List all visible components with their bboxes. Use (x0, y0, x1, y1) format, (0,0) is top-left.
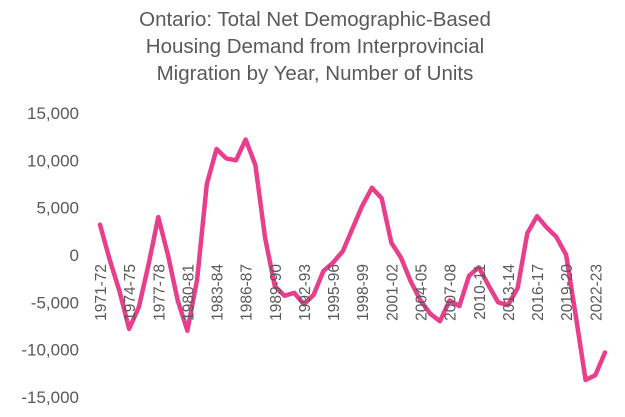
y-axis-tick-labels: 15,000 10,000 5,000 0 -5,000 -10,000 -15,000 (21, 104, 79, 407)
data-point (399, 256, 403, 260)
x-tick-label: 1974-75 (122, 264, 139, 321)
data-point (370, 186, 374, 190)
data-point (253, 163, 257, 167)
data-point (224, 156, 228, 160)
x-tick-label: 2004-05 (413, 264, 430, 321)
data-point (584, 378, 588, 382)
x-tick-label: 2016-17 (530, 264, 547, 321)
x-tick-label: 1977-78 (151, 264, 168, 321)
x-tick-label: 2013-14 (501, 264, 518, 321)
x-tick-label: 1980-81 (180, 264, 197, 321)
data-point (467, 274, 471, 278)
data-point (244, 138, 248, 142)
x-axis-tick-labels: 1971-72 1974-75 1977-78 1980-81 1983-84 1986-… (93, 264, 605, 321)
x-tick-label: 1998-99 (355, 264, 372, 321)
data-point (117, 289, 121, 293)
data-point (205, 182, 209, 186)
y-tick-label: 5,000 (36, 199, 79, 218)
data-point (603, 351, 607, 355)
data-point (360, 204, 364, 208)
x-tick-label: 2001-02 (384, 264, 401, 321)
y-tick-label: 10,000 (27, 151, 79, 170)
series-line (97, 137, 608, 383)
data-point (564, 253, 568, 257)
data-point (98, 223, 102, 227)
data-point (496, 300, 500, 304)
x-tick-label: 1995-96 (326, 264, 343, 321)
data-point (535, 214, 539, 218)
data-point (292, 291, 296, 295)
data-point (185, 329, 189, 333)
chart-title-line-1: Ontario: Total Net Demographic-Based (139, 8, 491, 31)
x-tick-label: 2010-11 (472, 264, 489, 320)
x-tick-label: 1989-90 (268, 264, 285, 321)
chart-title-line-2: Housing Demand from Interprovincial (145, 35, 485, 58)
data-point (176, 298, 180, 302)
data-point (554, 235, 558, 239)
x-tick-label: 2022-23 (588, 264, 605, 321)
data-point (331, 261, 335, 265)
data-point (108, 258, 112, 262)
data-point (147, 262, 151, 266)
x-tick-label: 1986-87 (239, 264, 256, 321)
x-tick-label: 1971-72 (93, 264, 110, 321)
data-point (127, 327, 131, 331)
y-tick-label: -10,000 (21, 341, 79, 360)
y-tick-label: 15,000 (27, 104, 79, 123)
data-point (215, 147, 219, 151)
chart-title-line-3: Migration by Year, Number of Units (156, 62, 474, 85)
data-point (409, 280, 413, 284)
data-point (341, 249, 345, 253)
y-tick-label: -15,000 (21, 388, 79, 407)
chart-title: Ontario: Total Net Demographic-Based Hou… (80, 6, 550, 87)
data-point (525, 231, 529, 235)
data-point (380, 196, 384, 200)
data-point (351, 226, 355, 230)
data-point (545, 226, 549, 230)
data-point (156, 215, 160, 219)
data-point (321, 269, 325, 273)
x-tick-label: 1983-84 (210, 264, 227, 321)
x-tick-label: 2019-20 (559, 264, 576, 321)
series-layer (97, 137, 608, 383)
data-point (438, 319, 442, 323)
y-tick-label: -5,000 (31, 293, 79, 312)
data-point (166, 253, 170, 257)
x-tick-label: 2007-08 (443, 264, 460, 321)
y-tick-label: 0 (70, 246, 79, 265)
data-point (234, 158, 238, 162)
x-tick-label: 1992-93 (297, 264, 314, 321)
data-point (389, 241, 393, 245)
data-point (263, 236, 267, 240)
data-point (593, 373, 597, 377)
